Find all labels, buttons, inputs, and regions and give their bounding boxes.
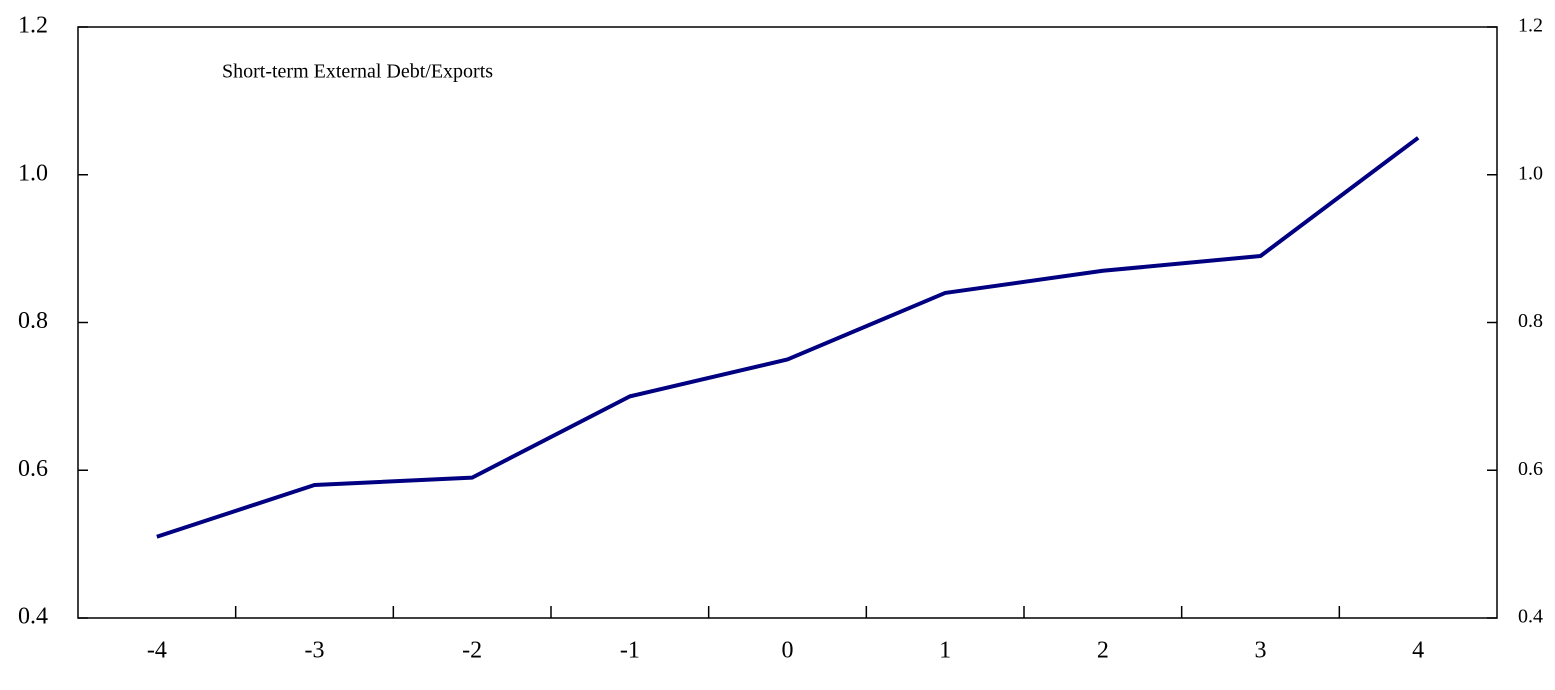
x-tick-label: 2 (1097, 638, 1109, 664)
x-tick-label: 1 (939, 638, 951, 664)
x-tick-label: -2 (462, 638, 482, 664)
data-line (156, 136, 1420, 539)
y2-tick-label: 0.4 (1518, 606, 1543, 628)
x-tick-label: 0 (782, 638, 794, 664)
y-tick-label: 0.8 (18, 308, 48, 334)
y-tick-label: 1.0 (18, 160, 48, 186)
x-tick-label: -3 (305, 638, 325, 664)
y2-tick-label: 1.2 (1518, 15, 1543, 37)
chart-annotation: Short-term External Debt/Exports (222, 61, 493, 83)
y2-tick-label: 0.8 (1518, 310, 1543, 332)
y2-tick-label: 0.6 (1518, 458, 1543, 480)
x-tick-label: 4 (1412, 638, 1424, 664)
y-tick-label: 0.6 (18, 456, 48, 482)
y-tick-label: 1.2 (18, 13, 48, 39)
x-tick-label: -4 (147, 638, 167, 664)
x-tick-label: -1 (620, 638, 640, 664)
x-tick-label: 3 (1255, 638, 1267, 664)
plot-frame (77, 26, 1498, 619)
y-tick-label: 0.4 (18, 604, 48, 630)
y2-tick-label: 1.0 (1518, 162, 1543, 184)
